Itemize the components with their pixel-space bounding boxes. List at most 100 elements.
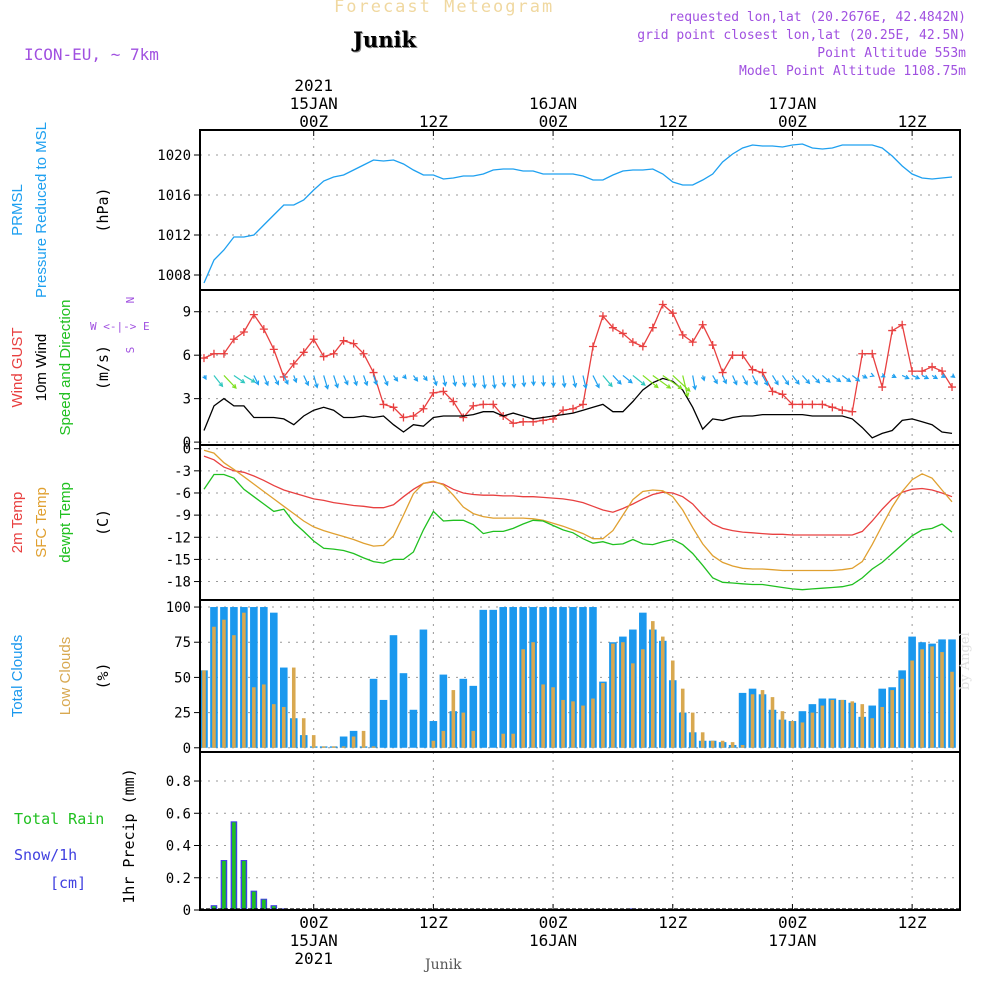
- gust-point: [848, 407, 857, 416]
- y-tick-label: 25: [174, 706, 191, 722]
- low-cloud-bar: [770, 697, 775, 748]
- low-cloud-bar: [760, 690, 765, 748]
- y-tick-label: 0: [183, 903, 191, 919]
- wind-direction-arrow: [801, 375, 811, 385]
- total-cloud-bar: [469, 685, 478, 748]
- gust-point: [209, 349, 218, 358]
- gust-point: [419, 404, 428, 413]
- low-cloud-bar: [531, 642, 535, 748]
- wind-direction-arrow: [263, 375, 269, 387]
- low-cloud-bar: [551, 687, 555, 748]
- wind-direction-arrow: [722, 375, 728, 385]
- gust-point: [359, 349, 368, 358]
- low-cloud-bar: [291, 667, 296, 748]
- wind-direction-arrow: [353, 375, 358, 387]
- wind-direction-arrow: [550, 375, 556, 388]
- gust-point: [908, 367, 917, 376]
- gust-point: [578, 400, 587, 409]
- clouds-unit-label: (%): [94, 662, 112, 689]
- low-cloud-bar: [252, 687, 256, 748]
- low-cloud-bar: [680, 688, 685, 748]
- gust-point: [329, 349, 338, 358]
- location-title: Junik: [353, 27, 416, 52]
- low-cloud-bar: [890, 690, 894, 748]
- total-cloud-bar: [379, 699, 388, 748]
- wind-direction-arrow: [732, 375, 738, 386]
- wind-direction-arrow: [303, 375, 310, 387]
- bottom-time-label: 2021: [294, 949, 333, 968]
- low-cloud-bar: [521, 649, 525, 748]
- wind-direction-arrow: [771, 375, 779, 386]
- wind-direction-arrow: [821, 375, 831, 383]
- gust-point: [269, 345, 278, 354]
- top-time-label: 17JAN: [768, 94, 816, 113]
- wind-direction-arrow: [761, 375, 769, 387]
- wind-direction-arrow: [442, 375, 448, 387]
- wind-direction-arrow: [393, 375, 399, 382]
- gust-point: [509, 419, 518, 428]
- top-time-label: 12Z: [658, 112, 687, 131]
- wind-direction-arrow: [481, 375, 487, 390]
- low-cloud-bar: [202, 670, 206, 748]
- wind-direction-arrow: [223, 375, 237, 389]
- low-cloud-bar: [242, 612, 246, 748]
- rain-bar: [252, 891, 256, 910]
- y-tick-label: 1008: [157, 268, 191, 284]
- gust-point: [768, 387, 777, 396]
- temperature-data: [203, 449, 953, 591]
- total-cloud-bar: [579, 607, 587, 748]
- gust-point: [389, 403, 398, 412]
- rain-bar: [242, 861, 246, 910]
- low-cloud-bar: [441, 730, 446, 748]
- y-tick-label: 100: [166, 600, 191, 616]
- top-time-label: 15JAN: [290, 94, 338, 113]
- total-cloud-bar: [399, 673, 408, 748]
- gust-point: [838, 406, 847, 415]
- y-tick-label: 1020: [157, 148, 191, 164]
- low-cloud-bar: [670, 660, 675, 748]
- compass-west-east: W <-|-> E: [90, 320, 150, 333]
- low-cloud-bar: [301, 718, 306, 748]
- low-cloud-bar: [800, 722, 805, 748]
- gust-point: [688, 338, 697, 347]
- wind-data: [200, 300, 957, 439]
- gust-point: [618, 329, 627, 338]
- gust-point: [489, 400, 498, 409]
- rain-bar: [232, 822, 236, 910]
- gust-point: [409, 412, 418, 421]
- clouds-data: [200, 607, 956, 748]
- gust-point: [569, 404, 578, 413]
- temperature-frame: [199, 444, 961, 601]
- precip-legend-label: Total Rain: [14, 810, 104, 828]
- wind-direction-arrow: [672, 375, 691, 392]
- gust-point: [459, 413, 468, 422]
- total-cloud-bar: [429, 721, 438, 748]
- wind-direction-arrow: [941, 373, 947, 378]
- gust-point: [229, 335, 238, 344]
- pressure-line: [203, 143, 953, 284]
- gust-point: [289, 359, 298, 368]
- low-cloud-bar: [501, 733, 505, 748]
- low-cloud-bar: [790, 721, 795, 748]
- y-tick-label: -18: [166, 575, 191, 591]
- wind-direction-arrow: [869, 372, 875, 378]
- clouds-panel: 0 25 50 75 100 Total Clouds Low Clouds (%): [9, 599, 961, 757]
- wind-direction-arrow: [632, 374, 646, 386]
- top-time-label: 12Z: [419, 112, 448, 131]
- pressure-panel: 1008 1012 1016 1020 PRMSL Pressure Reduced to…: [9, 122, 961, 298]
- wind-series-label: Speed and Direction: [57, 300, 74, 436]
- precip-legend-label: Snow/1h: [14, 846, 77, 864]
- wind-direction-arrow: [521, 375, 527, 388]
- pressure-series-label: PRMSL: [9, 184, 26, 236]
- wind-direction-arrow: [452, 375, 458, 387]
- bottom-time-label: 12Z: [658, 913, 687, 932]
- low-cloud-bar: [591, 698, 595, 748]
- low-cloud-bar: [601, 683, 605, 748]
- bottom-time-label: 17JAN: [768, 931, 816, 950]
- gust-point: [788, 400, 797, 409]
- wind-direction-arrow: [841, 374, 852, 383]
- wind-direction-arrow: [273, 375, 280, 386]
- requested-location: requested lon,lat (20.2676E, 42.4842N): [668, 10, 966, 25]
- low-cloud-bar: [621, 642, 625, 748]
- gust-point: [349, 339, 358, 348]
